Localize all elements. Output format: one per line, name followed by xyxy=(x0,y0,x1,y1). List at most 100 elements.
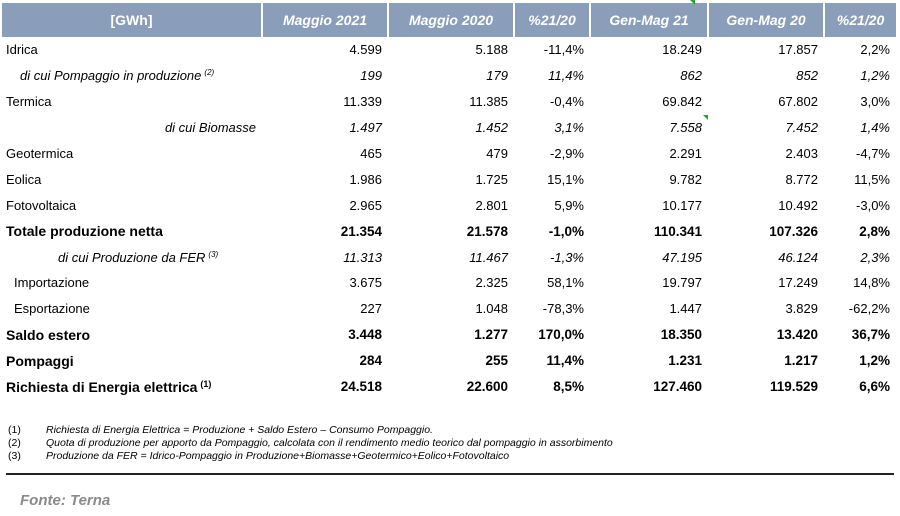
cell-value: 2,3% xyxy=(860,249,890,265)
cell-value: 11.467 xyxy=(469,249,508,265)
cell-value: 17.249 xyxy=(778,275,818,291)
footnote-number: (2) xyxy=(8,437,21,449)
cell-value: 3,1% xyxy=(554,120,584,136)
cell-value: -3,0% xyxy=(856,197,890,213)
cell-value: 36,7% xyxy=(851,327,890,343)
energy-balance-table: [GWh] Maggio 2021 Maggio 2020 %21/20 Gen… xyxy=(2,0,896,400)
row-label: Importazione xyxy=(14,275,90,291)
header-pct-month: %21/20 xyxy=(514,3,591,37)
row-label: Idrica xyxy=(6,42,38,58)
cell-value: 1,2% xyxy=(860,68,890,84)
cell-value: 5,9% xyxy=(554,197,584,213)
cell-value: -4,7% xyxy=(856,146,890,161)
cell-value: 119.529 xyxy=(769,379,818,395)
footnote-item: (1) Richiesta di Energia Elettrica = Pro… xyxy=(8,424,888,437)
cell-value: 2.965 xyxy=(349,197,382,213)
row-label: Saldo estero xyxy=(6,326,91,343)
cell-value: 465 xyxy=(360,146,382,161)
cell-value: 11,5% xyxy=(854,171,890,187)
cell-value: 1.277 xyxy=(474,327,508,343)
cell-value: 1.725 xyxy=(475,171,508,187)
cell-value: 479 xyxy=(486,146,508,161)
header-gen-mag-20: Gen-Mag 20 xyxy=(708,3,825,37)
cell-value: -0,4% xyxy=(550,94,584,110)
footnotes: (1) Richiesta di Energia Elettrica = Pro… xyxy=(8,424,888,463)
table-row-idrica: Idrica 4.599 5.188 -11,4% 18.249 17.857 … xyxy=(2,37,896,63)
cell-value: 2.403 xyxy=(785,146,818,161)
cell-value: 11.313 xyxy=(343,249,382,265)
cell-value: 11,4% xyxy=(548,68,584,84)
footnote-number: (1) xyxy=(8,424,21,436)
header-unit: [GWh] xyxy=(2,3,263,37)
cell-value: 46.124 xyxy=(778,249,818,265)
comment-marker-icon xyxy=(703,114,708,120)
cell-value: 852 xyxy=(796,68,818,84)
header-gen-mag-21: Gen-Mag 21 xyxy=(590,0,709,37)
cell-value: 47.195 xyxy=(662,249,702,265)
row-label: di cui Biomasse xyxy=(164,120,256,136)
source-caption: Fonte: Terna xyxy=(20,492,111,509)
row-label: di cui Pompaggio in produzione xyxy=(20,68,202,84)
cell-value: 14,8% xyxy=(853,275,890,291)
cell-value: 107.326 xyxy=(769,223,818,239)
table-row-geotermica: Geotermica 465 479 -2,9% 2.291 2.403 -4,… xyxy=(2,141,896,167)
row-label: di cui Produzione da FER xyxy=(58,249,206,265)
cell-value: 21.578 xyxy=(466,223,508,239)
row-label-cell: di cui Produzione da FER (3) xyxy=(2,244,262,270)
cell-value: 2.801 xyxy=(475,197,508,213)
cell-value: 22.600 xyxy=(466,379,508,395)
cell-value: 110.341 xyxy=(653,223,702,239)
row-label: Pompaggi xyxy=(6,352,74,369)
energy-table-container: [GWh] Maggio 2021 Maggio 2020 %21/20 Gen… xyxy=(0,0,900,400)
table-row-produzione-fer: di cui Produzione da FER (3) 11.313 11.46… xyxy=(2,244,896,270)
cell-value: 127.460 xyxy=(653,379,702,395)
row-label: Fotovoltaica xyxy=(6,197,77,213)
cell-value-with-marker: 7.558 xyxy=(590,114,708,141)
cell-value: 284 xyxy=(359,353,382,369)
cell-value: -11,4% xyxy=(543,42,584,58)
table-row-fotovoltaica: Fotovoltaica 2.965 2.801 5,9% 10.177 10.… xyxy=(2,192,896,218)
header-pct-ytd: %21/20 xyxy=(824,3,896,37)
cell-value: 7.452 xyxy=(785,120,818,136)
cell-value: 862 xyxy=(680,68,702,84)
cell-value: 17.857 xyxy=(778,42,818,58)
cell-value: 2,2% xyxy=(860,42,890,58)
cell-value: 227 xyxy=(360,301,382,317)
cell-value: 3.448 xyxy=(348,327,382,343)
cell-value: 10.492 xyxy=(778,197,818,213)
footnote-text: Richiesta di Energia Elettrica = Produzi… xyxy=(46,424,433,436)
comment-marker-icon xyxy=(690,0,695,5)
row-label-cell: Richiesta di Energia elettrica (1) xyxy=(2,374,262,400)
table-row-saldo-estero: Saldo estero 3.448 1.277 170,0% 18.350 1… xyxy=(2,322,896,348)
footnote-text: Produzione da FER = Idrico-Pompaggio in … xyxy=(46,450,510,462)
cell-value: 6,6% xyxy=(859,379,890,395)
footnote-item: (3) Produzione da FER = Idrico-Pompaggio… xyxy=(8,450,888,463)
cell-value: 18.350 xyxy=(660,327,702,343)
cell-value: 67.802 xyxy=(778,94,818,110)
cell-value: -2,9% xyxy=(550,146,584,161)
divider-line xyxy=(6,473,894,475)
cell-value: 11.339 xyxy=(343,94,382,110)
table-header-row: [GWh] Maggio 2021 Maggio 2020 %21/20 Gen… xyxy=(2,0,896,37)
cell-value: 1.986 xyxy=(349,171,382,187)
table-row-eolica: Eolica 1.986 1.725 15,1% 9.782 8.772 11,… xyxy=(2,166,896,192)
header-gen-mag-21-label: Gen-Mag 21 xyxy=(609,12,689,28)
cell-value: 2.325 xyxy=(475,275,508,291)
footnote-ref: (3) xyxy=(208,249,219,259)
cell-value: 1.217 xyxy=(784,353,818,369)
cell-value: 1.447 xyxy=(669,301,702,317)
row-label-cell: di cui Pompaggio in produzione (2) xyxy=(2,63,262,89)
header-maggio-2021: Maggio 2021 xyxy=(262,3,389,37)
table-row-pompaggio-produzione: di cui Pompaggio in produzione (2) 199 17… xyxy=(2,63,896,89)
footnote-ref: (1) xyxy=(200,378,212,389)
footnote-item: (2) Quota di produzione per apporto da P… xyxy=(8,437,888,450)
cell-value: 2,8% xyxy=(859,223,890,239)
cell-value: 69.842 xyxy=(662,94,702,110)
cell-value: 5.188 xyxy=(475,42,508,58)
cell-value: 199 xyxy=(360,68,382,84)
table-row-importazione: Importazione 3.675 2.325 58,1% 19.797 17… xyxy=(2,270,896,296)
table-row-termica: Termica 11.339 11.385 -0,4% 69.842 67.80… xyxy=(2,89,896,115)
cell-value: 4.599 xyxy=(349,42,382,58)
row-label: Eolica xyxy=(6,171,42,187)
cell-value: 9.782 xyxy=(669,171,702,187)
